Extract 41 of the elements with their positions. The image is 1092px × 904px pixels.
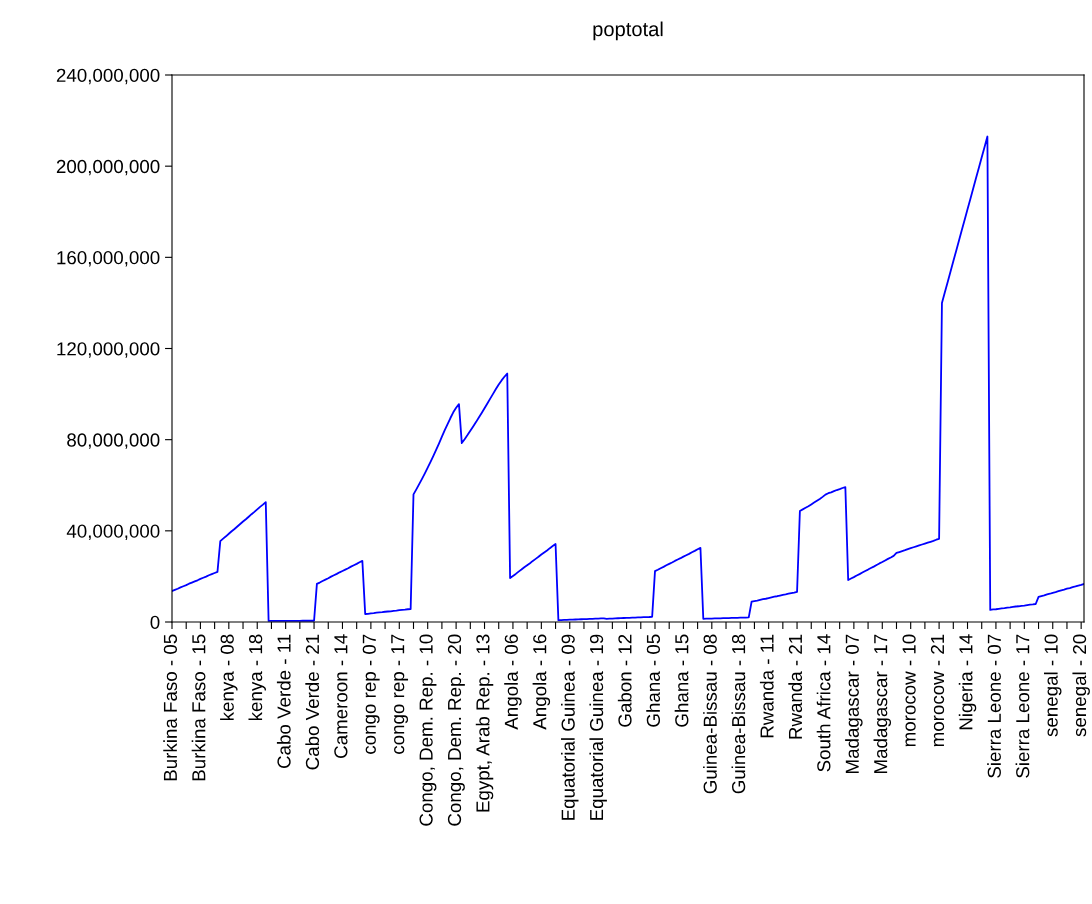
x-tick-label: Congo, Dem. Rep. - 20	[447, 634, 465, 826]
x-tick-label: Burkina Faso - 05	[163, 634, 178, 781]
x-tick-label: Sierra Leone - 07	[987, 634, 1001, 778]
x-tick-label: Egypt, Arab Rep. - 13	[475, 634, 494, 812]
x-tick-label: Sierra Leone - 17	[1015, 634, 1030, 778]
x-tick-label: kenya - 18	[248, 634, 266, 721]
y-tick-label: 200,000,000	[56, 159, 160, 176]
x-tick-label: Cabo Verde - 21	[305, 634, 320, 770]
x-tick-label: kenya - 08	[220, 634, 238, 721]
x-tick-label: Rwanda - 11	[759, 634, 774, 738]
y-tick-label: 40,000,000	[66, 524, 160, 541]
x-tick-label: senegal - 10	[1044, 634, 1062, 737]
x-tick-label: Madagascar - 07	[845, 634, 863, 773]
x-tick-label: Angola - 16	[532, 634, 551, 730]
x-tick-label: Ghana - 15	[674, 634, 689, 727]
x-tick-label: Cabo Verde - 11	[276, 634, 291, 769]
x-tick-label: Madagascar - 17	[873, 634, 892, 773]
y-tick-label: 160,000,000	[57, 251, 160, 267]
y-tick-label: 120,000,000	[57, 342, 160, 358]
x-tick-label: Rwanda - 21	[788, 634, 803, 739]
y-tick-label: 0	[150, 615, 160, 629]
x-tick-label: Equatorial Guinea - 09	[561, 634, 579, 820]
x-tick-label: Gabon - 12	[617, 634, 632, 727]
x-tick-label: Guinea-Bissau - 18	[731, 634, 746, 794]
x-tick-label: Congo, Dem. Rep. - 10	[419, 634, 437, 826]
x-tick-label: Nigeria - 14	[958, 634, 977, 730]
y-tick-label: 80,000,000	[67, 433, 160, 449]
y-tick-label: 240,000,000	[56, 68, 160, 85]
x-tick-label: morocow - 21	[930, 634, 945, 747]
x-tick-label: Ghana - 05	[646, 634, 661, 727]
x-tick-label: Cameroon - 14	[334, 634, 348, 758]
x-tick-label: South Africa - 14	[816, 634, 831, 772]
x-tick-label: Angola - 06	[504, 634, 522, 730]
x-tick-label: Burkina Faso - 15	[191, 634, 206, 781]
x-tick-label: morocow - 10	[902, 634, 916, 747]
x-tick-label: senegal - 20	[1072, 634, 1090, 737]
x-tick-label: congo rep - 07	[362, 634, 380, 754]
x-tick-label: Guinea-Bissau - 08	[703, 634, 717, 794]
x-tick-label: congo rep - 17	[391, 634, 409, 754]
x-tick-label: Equatorial Guinea - 19	[589, 634, 607, 820]
chart-title: poptotal	[593, 21, 663, 41]
